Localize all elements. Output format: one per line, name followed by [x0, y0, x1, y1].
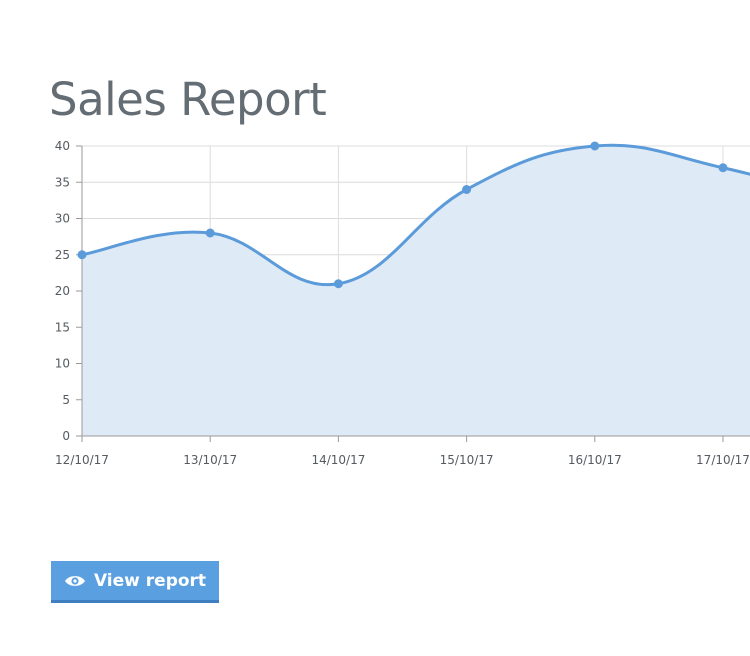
series-area — [82, 145, 750, 436]
y-tick-label: 5 — [62, 393, 70, 407]
data-point — [333, 279, 343, 289]
chart-tick-labels: 0 5 10 15 20 25 30 35 40 12/10/17 13/10/17 14/10/17… — [55, 139, 750, 467]
y-tick-label: 20 — [55, 284, 70, 298]
x-tick-label: 16/10/17 — [568, 453, 622, 467]
x-tick-label: 13/10/17 — [183, 453, 237, 467]
y-tick-label: 10 — [55, 357, 70, 371]
y-tick-label: 15 — [55, 320, 70, 334]
y-tick-label: 40 — [55, 139, 70, 153]
x-tick-label: 17/10/17 — [696, 453, 750, 467]
chart-area-layer — [81, 143, 750, 436]
y-tick-label: 30 — [55, 212, 70, 226]
x-tick-label: 15/10/17 — [440, 453, 494, 467]
eye-icon — [64, 574, 86, 588]
data-point — [205, 228, 215, 238]
y-tick-label: 35 — [55, 175, 70, 189]
view-report-button[interactable]: View report — [51, 561, 219, 603]
data-point — [718, 163, 728, 173]
chart-points — [77, 141, 728, 289]
x-tick-label: 12/10/17 — [55, 453, 109, 467]
data-point — [462, 185, 472, 194]
x-tick-label: 14/10/17 — [311, 453, 365, 467]
page-title: Sales Report — [49, 73, 327, 126]
chart-axes — [76, 145, 750, 442]
view-report-label: View report — [93, 570, 207, 591]
data-point — [590, 141, 600, 151]
y-tick-label: 0 — [62, 429, 70, 443]
data-point — [77, 250, 87, 260]
y-tick-label: 25 — [55, 248, 70, 262]
